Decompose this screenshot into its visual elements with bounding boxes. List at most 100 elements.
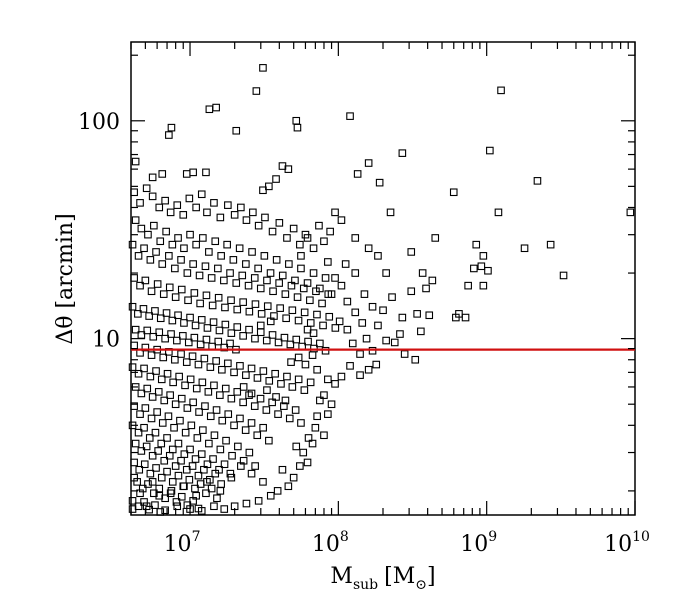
data-point [375,178,384,187]
data-point [151,307,159,315]
data-point [260,252,269,260]
data-point [242,260,250,268]
data-point [303,458,312,467]
data-point [202,489,210,498]
data-point [324,410,332,418]
data-point [331,324,340,332]
data-point [158,419,167,427]
data-point [386,208,395,217]
data-point [533,177,542,185]
data-point [226,339,234,348]
data-point [173,201,182,209]
data-point [296,462,304,470]
data-point [247,419,256,427]
data-point [259,423,267,432]
data-point [190,333,199,342]
data-point [289,473,298,482]
data-point [283,234,291,242]
data-point [161,506,169,515]
data-point [296,240,304,249]
data-point [351,234,360,242]
data-point [147,414,156,423]
data-point [172,498,181,506]
data-point [299,284,308,293]
data-point [293,123,302,132]
data-point [288,306,297,315]
data-point [356,371,364,379]
data-point [140,423,148,432]
data-point [331,274,339,282]
data-point [212,406,221,414]
data-point [292,116,301,125]
data-point [275,279,283,287]
data-point [169,378,177,387]
data-point [256,321,265,330]
data-point [141,276,150,285]
data-point [273,487,282,495]
x-tick-label: 1010 [604,529,650,557]
data-point [321,274,330,282]
data-point [275,219,284,227]
x-tick-label: 109 [460,529,497,557]
data-point [277,380,285,388]
data-point [128,302,137,311]
x-tick-label: 108 [312,529,349,557]
data-point [235,244,244,253]
data-point [351,269,360,277]
data-point [256,394,265,403]
data-point [242,499,251,508]
data-point [236,414,244,423]
data-point [195,271,204,280]
data-point [136,489,144,498]
data-point [140,460,149,469]
data-point [287,281,296,290]
data-point [331,208,339,217]
data-point [520,244,529,253]
data-point [262,406,271,414]
data-point [168,240,177,249]
data-point [259,478,267,486]
data-point [309,244,318,253]
data-point [464,281,472,290]
data-point [201,262,210,271]
data-point [449,188,458,197]
data-point [346,112,354,120]
data-point [233,305,242,314]
data-point [497,86,505,95]
data-point [254,264,262,273]
data-point [137,389,146,398]
data-point [400,350,409,358]
data-point [358,319,367,327]
data-point [134,310,142,318]
data-point [272,256,281,264]
data-point [177,285,186,294]
data-point [167,123,176,132]
data-point [218,365,226,374]
data-point [148,393,157,401]
data-point [292,442,301,451]
data-point [188,462,197,470]
data-point [245,448,254,457]
data-point [274,410,282,418]
data-point [245,325,253,334]
data-point [351,308,360,317]
data-point [253,374,262,382]
data-point [171,264,179,273]
data-point [431,234,440,242]
data-point [192,240,200,249]
data-point [215,326,224,335]
data-point [182,170,191,178]
x-tick-label: 107 [164,529,201,557]
data-point [242,371,250,379]
data-point [304,337,312,346]
data-point [194,471,203,480]
data-point [190,289,199,297]
data-point [244,281,253,290]
data-point [301,230,310,239]
data-point [153,280,162,288]
data-point [486,146,494,155]
data-point [195,408,203,416]
data-point [217,252,225,260]
data-point [343,325,352,334]
